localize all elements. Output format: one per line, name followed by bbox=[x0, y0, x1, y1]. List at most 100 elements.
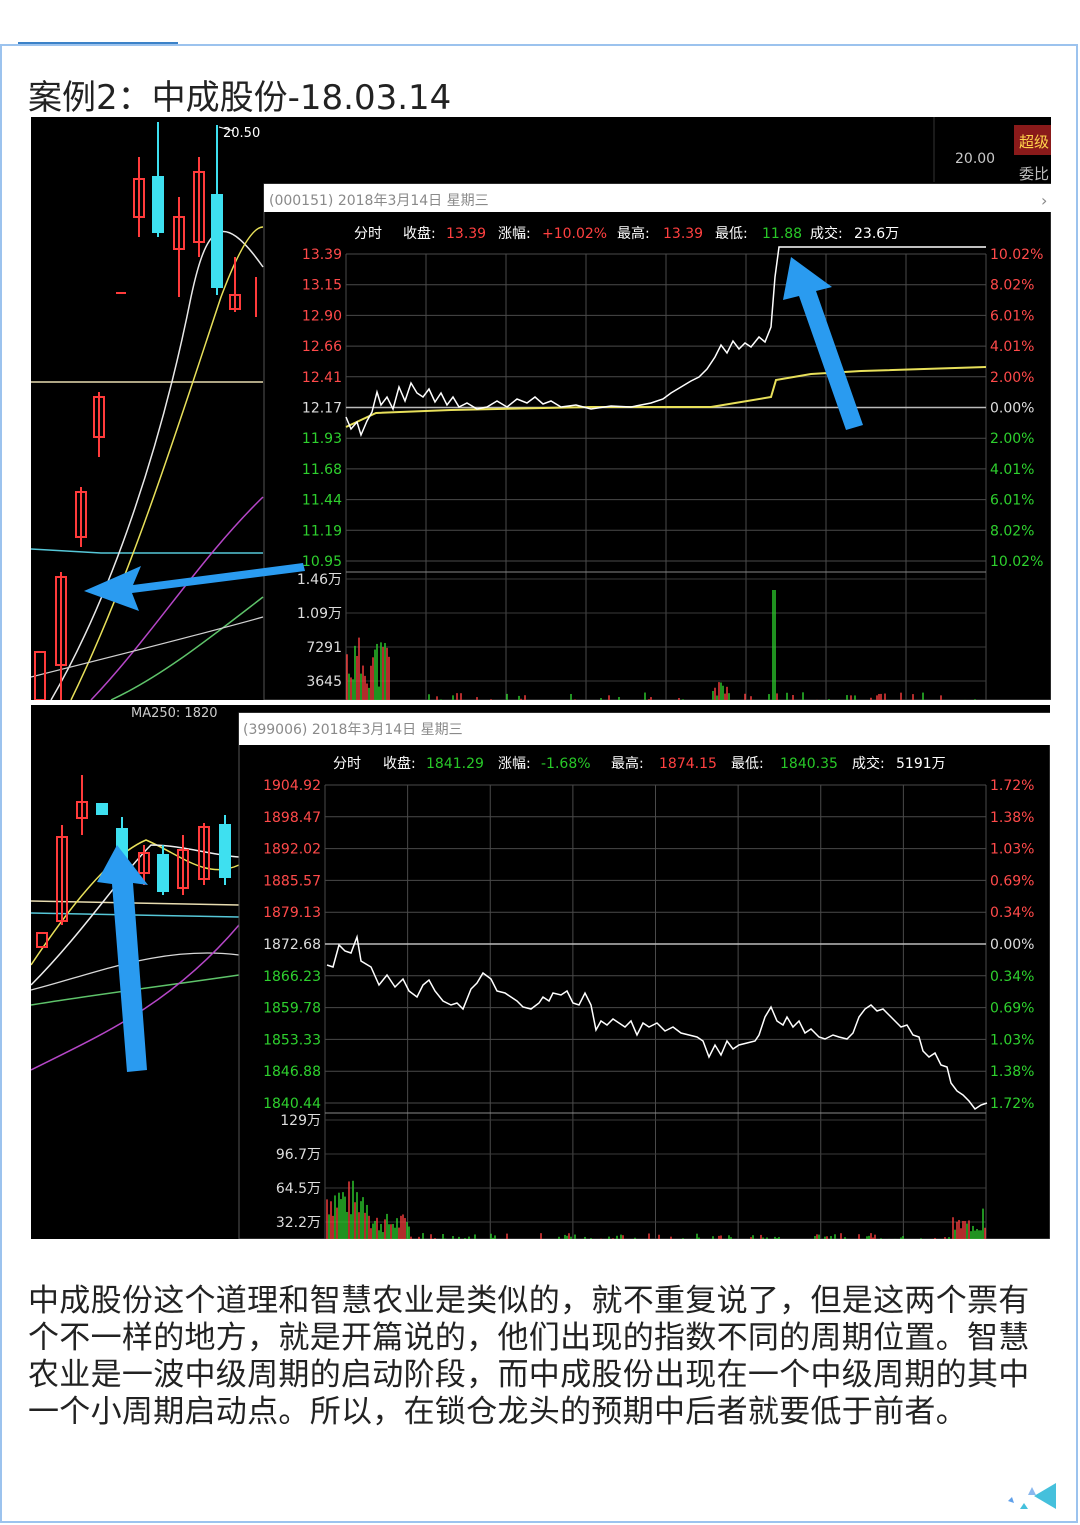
change-value: +10.02% bbox=[542, 226, 607, 242]
arrow-icon bbox=[783, 257, 863, 430]
stock-chart-000151: 20.50 20.00 超级 委比 (000151) 2018年3月14日 星期… bbox=[31, 117, 1051, 700]
kline-high-label: 20.50 bbox=[223, 126, 260, 141]
volume-bars bbox=[326, 1180, 986, 1239]
price-line bbox=[345, 246, 986, 438]
pct-tick-label: 0.34% bbox=[990, 969, 1034, 985]
pct-tick-label: 0.69% bbox=[990, 1001, 1034, 1017]
close-value: 13.39 bbox=[446, 226, 486, 242]
kline-panel: 20.50 bbox=[31, 122, 264, 700]
volume-value: 5191万 bbox=[896, 756, 946, 772]
high-value: 1874.15 bbox=[659, 756, 717, 772]
kline-right-price: 20.00 bbox=[955, 151, 995, 167]
price-tick-label: 1840.44 bbox=[263, 1096, 321, 1112]
volume-tick-label: 7291 bbox=[306, 640, 342, 656]
price-tick-label: 1846.88 bbox=[263, 1064, 321, 1080]
volume-tick-label: 64.5万 bbox=[276, 1181, 321, 1197]
price-tick-label: 1853.33 bbox=[263, 1032, 321, 1048]
pct-tick-label: 2.00% bbox=[990, 370, 1034, 386]
low-value: 11.88 bbox=[762, 226, 802, 242]
arrow-icon bbox=[97, 845, 148, 1072]
low-value: 1840.35 bbox=[780, 756, 838, 772]
pct-tick-label: 6.01% bbox=[990, 308, 1034, 324]
volume-tick-label: 1.46万 bbox=[297, 572, 342, 588]
body-paragraph: 中成股份这个道理和智慧农业是类似的，就不重复说了，但是这两个票有个不一样的地方，… bbox=[28, 1283, 1030, 1430]
volume-tick-label: 32.2万 bbox=[276, 1215, 321, 1231]
side-tag-weibi: 委比 bbox=[1019, 165, 1049, 183]
popup-title: (399006) 2018年3月14日 星期三 bbox=[243, 722, 463, 738]
price-tick-label: 13.39 bbox=[302, 247, 342, 263]
label-high: 最高: bbox=[611, 755, 644, 772]
price-tick-label: 1866.23 bbox=[263, 969, 321, 985]
price-tick-label: 1885.57 bbox=[263, 873, 321, 889]
label-change: 涨幅: bbox=[498, 226, 531, 242]
pct-tick-label: 1.03% bbox=[990, 1032, 1034, 1048]
price-grid bbox=[345, 253, 987, 700]
volume-tick-label: 3645 bbox=[306, 674, 342, 690]
volume-tick-label: 1.09万 bbox=[297, 606, 342, 622]
info-bar: 分时 收盘: 13.39 涨幅: +10.02% 最高: 13.39 最低: 1… bbox=[354, 225, 899, 242]
close-value: 1841.29 bbox=[426, 756, 484, 772]
label-low: 最低: bbox=[715, 226, 748, 242]
pct-tick-label: 1.38% bbox=[990, 810, 1034, 826]
price-tick-label: 1859.78 bbox=[263, 1001, 321, 1017]
label-volume: 成交: bbox=[810, 225, 843, 242]
label-high: 最高: bbox=[617, 225, 650, 242]
right-sliver: 20.00 超级 委比 bbox=[933, 117, 1051, 183]
pct-tick-label: 8.02% bbox=[990, 278, 1034, 294]
info-bar: 分时 收盘: 1841.29 涨幅: -1.68% 最高: 1874.15 最低… bbox=[333, 755, 946, 772]
pct-tick-label: 2.00% bbox=[990, 431, 1034, 447]
price-tick-label: 1898.47 bbox=[263, 810, 321, 826]
pct-tick-label: 0.69% bbox=[990, 873, 1034, 889]
price-tick-label: 1892.02 bbox=[263, 842, 321, 858]
volume-axis: 1.46万 1.09万 7291 3645 bbox=[297, 572, 342, 690]
price-grid bbox=[324, 784, 987, 1239]
kline-panel: MA250: 1820 bbox=[31, 705, 240, 1071]
label-change: 涨幅: bbox=[498, 756, 531, 772]
price-tick-label: 12.41 bbox=[302, 370, 342, 386]
pct-tick-label: 10.02% bbox=[990, 247, 1043, 263]
price-tick-label: 12.17 bbox=[302, 401, 342, 417]
label-close: 收盘: bbox=[383, 755, 416, 772]
price-axis: 13.39 10.02% 13.15 8.02% 12.90 6.01% 12.66 4.01… bbox=[302, 247, 1043, 570]
kline-header: MA250: 1820 bbox=[131, 706, 218, 721]
pct-tick-label: 0.34% bbox=[990, 905, 1034, 921]
close-icon[interactable]: › bbox=[1041, 191, 1047, 210]
price-tick-label: 12.90 bbox=[302, 308, 342, 324]
stock-chart-svg: 20.50 20.00 超级 委比 (000151) 2018年3月14日 星期… bbox=[31, 117, 1051, 700]
volume-tick-label: 129万 bbox=[280, 1113, 321, 1129]
price-tick-label: 1879.13 bbox=[263, 905, 321, 921]
intraday-popup[interactable]: (399006) 2018年3月14日 星期三 分时 收盘: 1841.29 涨… bbox=[238, 712, 1050, 1239]
pct-tick-label: 1.72% bbox=[990, 778, 1034, 794]
pct-tick-label: 1.03% bbox=[990, 842, 1034, 858]
pct-tick-label: 4.01% bbox=[990, 339, 1034, 355]
index-chart-399006: MA250: 1820 bbox=[31, 705, 1050, 1239]
arrow-icon bbox=[84, 563, 305, 611]
volume-tick-label: 96.7万 bbox=[276, 1147, 321, 1163]
intraday-popup[interactable]: (000151) 2018年3月14日 星期三 › 分时 收盘: 13.39 涨… bbox=[263, 183, 1051, 700]
triangle-logo-icon bbox=[1008, 1483, 1056, 1509]
pct-tick-label: 10.02% bbox=[990, 554, 1043, 570]
price-axis: 1904.92 1.72% 1898.47 1.38% 1892.02 1.03% 1885… bbox=[263, 778, 1034, 1112]
price-tick-label: 11.44 bbox=[302, 493, 342, 509]
pct-tick-label: 0.00% bbox=[990, 401, 1034, 417]
side-tag-super: 超级 bbox=[1019, 133, 1049, 151]
volume-bars bbox=[346, 590, 976, 700]
label-fenshi: 分时 bbox=[354, 226, 382, 242]
price-tick-label: 1872.68 bbox=[263, 937, 321, 953]
change-value: -1.68% bbox=[541, 756, 591, 772]
pct-tick-label: 4.01% bbox=[990, 462, 1034, 478]
price-tick-label: 11.93 bbox=[302, 431, 342, 447]
label-close: 收盘: bbox=[403, 225, 436, 242]
pct-tick-label: 1.72% bbox=[990, 1096, 1034, 1112]
case-title: 案例2：中成股份-18.03.14 bbox=[28, 78, 452, 118]
price-tick-label: 1904.92 bbox=[263, 778, 321, 794]
pct-tick-label: 1.38% bbox=[990, 1064, 1034, 1080]
label-volume: 成交: bbox=[852, 755, 885, 772]
pct-tick-label: 6.01% bbox=[990, 493, 1034, 509]
popup-title: (000151) 2018年3月14日 星期三 bbox=[269, 193, 489, 209]
label-low: 最低: bbox=[731, 756, 764, 772]
volume-axis: 129万 96.7万 64.5万 32.2万 bbox=[276, 1113, 321, 1231]
price-tick-label: 11.68 bbox=[302, 462, 342, 478]
price-tick-label: 13.15 bbox=[302, 278, 342, 294]
article-frame bbox=[0, 44, 1078, 1523]
